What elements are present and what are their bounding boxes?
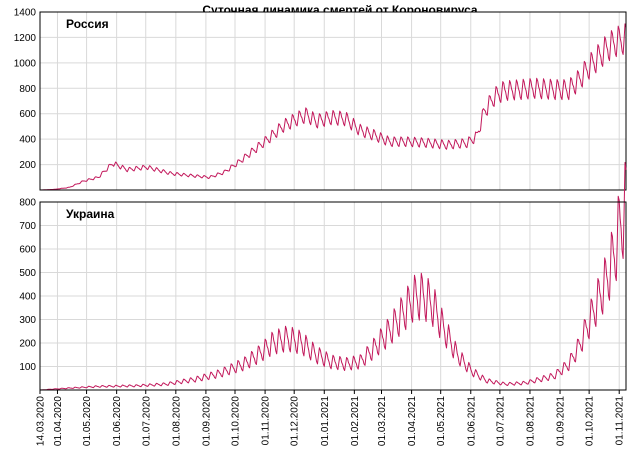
x-tick-label: 01.09.2020 bbox=[201, 396, 212, 446]
y-tick-label-russia: 1000 bbox=[14, 58, 37, 69]
x-tick-label: 01.04.2020 bbox=[53, 396, 64, 446]
y-tick-label-russia: 1200 bbox=[14, 33, 37, 44]
y-tick-label-russia: 1400 bbox=[14, 8, 37, 19]
x-tick-label: 01.10.2021 bbox=[585, 396, 596, 446]
y-tick-label-russia: 400 bbox=[19, 135, 36, 146]
x-tick-label: 01.05.2020 bbox=[82, 396, 93, 446]
panel-russia: 200 400 600 800 1000 1200 1400 Россия bbox=[14, 8, 627, 191]
plot-area-russia bbox=[39, 11, 627, 191]
x-tick-label: 01.06.2021 bbox=[466, 396, 477, 446]
x-tick-label: 01.12.2020 bbox=[290, 396, 301, 446]
plot-border-russia bbox=[39, 11, 627, 191]
x-tick-label: 01.06.2020 bbox=[112, 396, 123, 446]
x-tick-label: 01.01.2021 bbox=[320, 396, 331, 446]
x-axis: 14.03.2020 01.04.2020 01.05.2020 01.06.2020… bbox=[36, 390, 626, 446]
y-tick-label-ukraine: 100 bbox=[19, 362, 36, 373]
x-tick-label: 01.10.2020 bbox=[231, 396, 242, 446]
x-tick-label: 01.11.2021 bbox=[615, 396, 626, 446]
x-tick-label: 01.03.2021 bbox=[377, 396, 388, 446]
y-tick-label-russia: 600 bbox=[19, 109, 36, 120]
y-tick-label-ukraine: 700 bbox=[19, 221, 36, 232]
x-tick-label: 01.05.2021 bbox=[436, 396, 447, 446]
panel-ukraine: 100 200 300 400 500 600 700 800 Украина bbox=[19, 162, 627, 391]
series-line-russia bbox=[40, 23, 627, 191]
y-tick-label-ukraine: 800 bbox=[19, 198, 36, 209]
y-tick-label-russia: 200 bbox=[19, 160, 36, 171]
series-line-ukraine bbox=[39, 162, 627, 391]
y-tick-label-ukraine: 200 bbox=[19, 339, 36, 350]
plot-border-ukraine bbox=[39, 201, 627, 391]
x-tick-label: 01.07.2020 bbox=[141, 396, 152, 446]
x-tick-label: 01.09.2021 bbox=[556, 396, 567, 446]
x-tick-label: 14.03.2020 bbox=[36, 396, 47, 446]
y-tick-label-ukraine: 500 bbox=[19, 268, 36, 279]
x-tick-label: 01.04.2021 bbox=[407, 396, 418, 446]
y-tick-label-ukraine: 400 bbox=[19, 292, 36, 303]
panel-label-ukraine: Украина bbox=[66, 207, 115, 221]
y-tick-label-russia: 800 bbox=[19, 84, 36, 95]
x-tick-label: 01.07.2021 bbox=[495, 396, 506, 446]
y-tick-label-ukraine: 300 bbox=[19, 315, 36, 326]
y-tick-label-ukraine: 600 bbox=[19, 245, 36, 256]
x-tick-label: 01.11.2020 bbox=[261, 396, 272, 446]
panel-label-russia: Россия bbox=[66, 17, 109, 31]
x-tick-label: 01.08.2021 bbox=[525, 396, 536, 446]
x-tick-label: 01.08.2020 bbox=[171, 396, 182, 446]
x-tick-label: 01.02.2021 bbox=[350, 396, 361, 446]
